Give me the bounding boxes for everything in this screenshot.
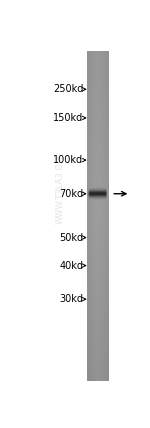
Text: 40kd: 40kd [59, 261, 83, 270]
Text: 30kd: 30kd [59, 294, 83, 304]
Text: 150kd: 150kd [53, 113, 83, 123]
Text: WWW.T3LA3.OM: WWW.T3LA3.OM [56, 155, 65, 224]
Text: 100kd: 100kd [53, 155, 83, 165]
Text: 250kd: 250kd [53, 84, 83, 94]
Text: 70kd: 70kd [59, 189, 83, 199]
Text: 50kd: 50kd [59, 232, 83, 243]
